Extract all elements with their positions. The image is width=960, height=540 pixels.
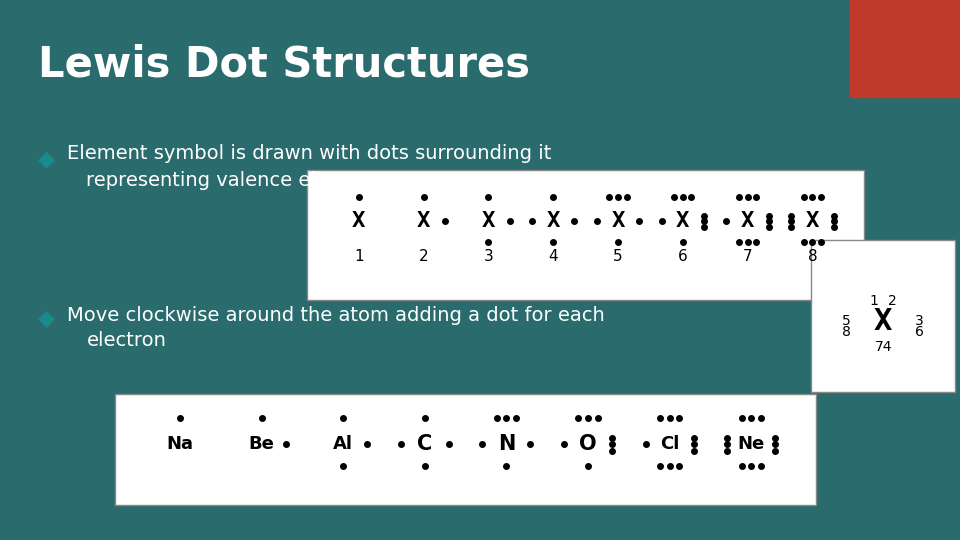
Text: C: C	[418, 434, 432, 454]
FancyBboxPatch shape	[811, 240, 955, 392]
Text: Al: Al	[333, 435, 353, 453]
Text: 8: 8	[807, 249, 817, 264]
Text: ◆: ◆	[38, 308, 56, 329]
Text: 8: 8	[842, 325, 852, 339]
Text: 1: 1	[870, 294, 878, 308]
Text: Cl: Cl	[660, 435, 680, 453]
Text: Lewis Dot Structures: Lewis Dot Structures	[38, 44, 530, 86]
FancyBboxPatch shape	[307, 170, 864, 300]
Text: X: X	[612, 211, 625, 232]
Text: X: X	[874, 307, 893, 336]
Text: 5: 5	[613, 249, 623, 264]
Text: X: X	[805, 211, 819, 232]
Text: X: X	[741, 211, 755, 232]
Text: Move clockwise around the atom adding a dot for each: Move clockwise around the atom adding a …	[67, 306, 605, 326]
Text: X: X	[482, 211, 495, 232]
Text: X: X	[546, 211, 560, 232]
Text: X: X	[417, 211, 430, 232]
Text: 3: 3	[484, 249, 493, 264]
Text: N: N	[497, 434, 516, 454]
Text: 6: 6	[915, 325, 924, 339]
Text: Be: Be	[249, 435, 275, 453]
Text: 6: 6	[678, 249, 687, 264]
Text: 1: 1	[354, 249, 364, 264]
Text: 4: 4	[548, 249, 558, 264]
Text: 5: 5	[842, 314, 852, 328]
Text: Na: Na	[166, 435, 194, 453]
Text: 7: 7	[743, 249, 753, 264]
Text: ◆: ◆	[38, 149, 56, 170]
Text: 2: 2	[888, 294, 897, 308]
Text: O: O	[579, 434, 597, 454]
FancyBboxPatch shape	[115, 394, 816, 505]
Text: X: X	[676, 211, 689, 232]
Text: Ne: Ne	[737, 435, 765, 453]
Text: 2: 2	[419, 249, 428, 264]
Text: 3: 3	[915, 314, 924, 328]
Text: 74: 74	[875, 340, 892, 354]
Bar	[850, 0, 960, 97]
Text: Element symbol is drawn with dots surrounding it: Element symbol is drawn with dots surrou…	[67, 144, 552, 164]
Text: X: X	[352, 211, 366, 232]
Text: electron: electron	[86, 330, 166, 350]
Text: representing valence electrons.: representing valence electrons.	[86, 171, 395, 191]
